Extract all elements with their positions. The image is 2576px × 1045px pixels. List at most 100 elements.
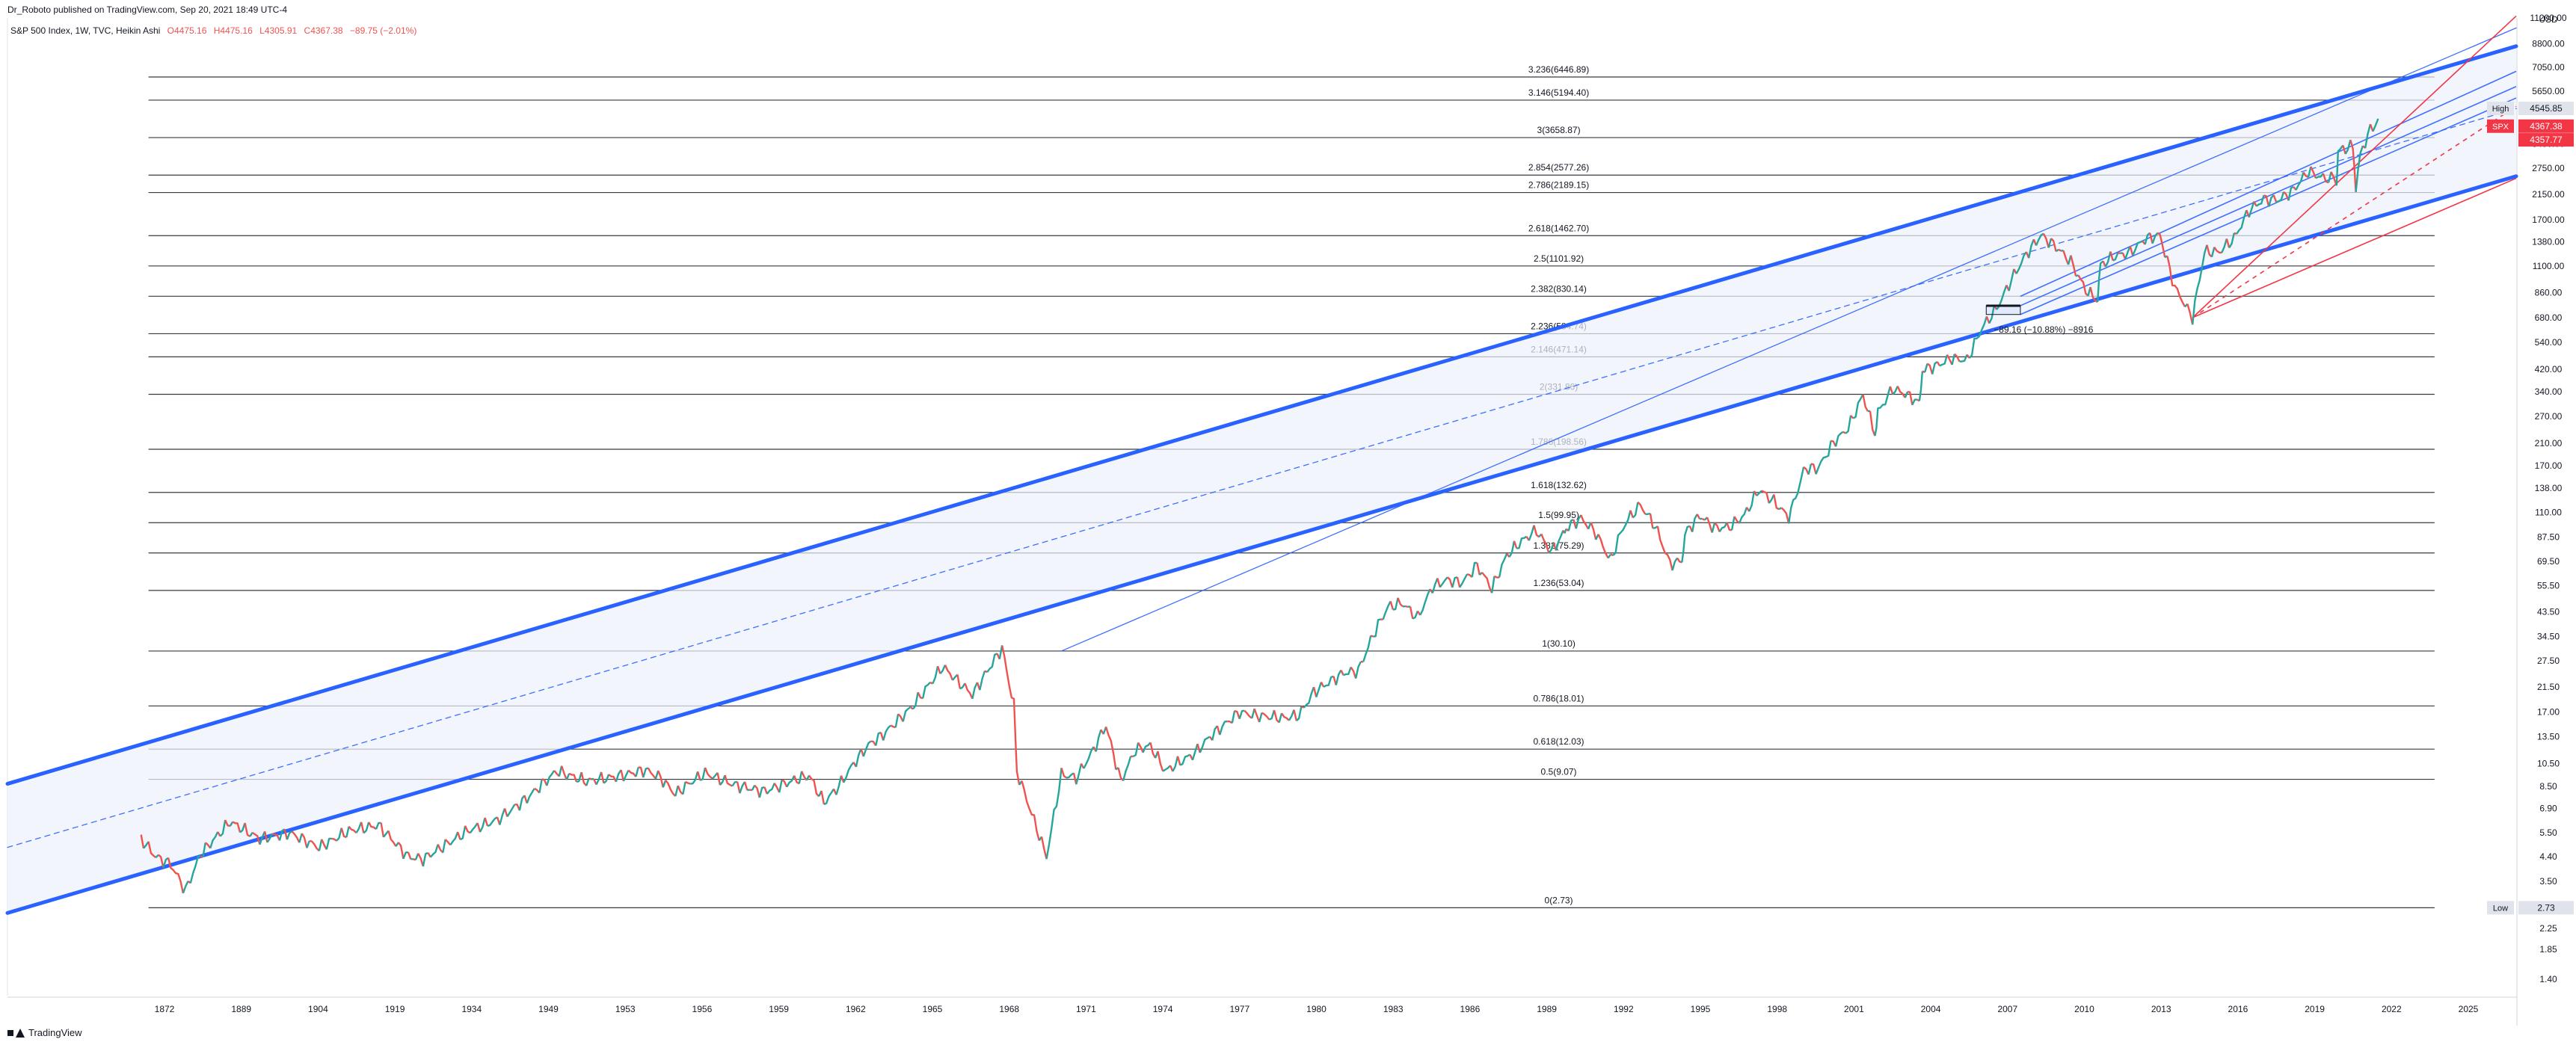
price-line-segment xyxy=(368,821,377,830)
price-line-segment xyxy=(1904,391,1909,398)
price-line-segment xyxy=(202,842,206,858)
price-line-segment xyxy=(2129,245,2134,256)
price-line-segment xyxy=(306,840,310,848)
price-line-segment xyxy=(801,771,808,781)
price-badge[interactable]: SPX 4367.38 xyxy=(2487,119,2574,133)
price-line-segment xyxy=(1748,490,1756,512)
price-tick-label: 13.50 xyxy=(2537,732,2560,742)
symbol-title[interactable]: S&P 500 Index, 1W, TVC, Heikin Ashi xyxy=(10,25,161,36)
price-line-segment xyxy=(340,827,347,839)
price-line-segment xyxy=(318,839,323,851)
price-line-segment xyxy=(444,839,452,846)
price-line-segment xyxy=(1471,561,1478,578)
red-channel-line xyxy=(2192,105,2517,318)
price-line-segment xyxy=(820,790,826,805)
price-line-segment xyxy=(251,831,261,845)
inner-channel-line xyxy=(2020,70,2517,298)
channel-line-lower xyxy=(5,174,2518,915)
price-line-segment xyxy=(1939,354,1949,367)
price-line-segment xyxy=(835,775,843,795)
time-tick-label: 1889 xyxy=(231,1004,251,1014)
price-line-segment xyxy=(685,780,691,785)
price-line-segment xyxy=(271,833,281,841)
price-line-segment xyxy=(704,767,713,780)
price-badge[interactable]: Low 2.73 xyxy=(2487,901,2574,915)
channel-line-outer xyxy=(1060,27,2517,652)
price-axis[interactable]: 11200.008800.007050.005650.003450.002750… xyxy=(2487,13,2574,984)
price-line-segment xyxy=(855,748,862,768)
price-line-segment xyxy=(635,767,639,777)
price-line-segment xyxy=(1516,535,1528,549)
price-line-segment xyxy=(731,780,738,787)
price-line-segment xyxy=(140,834,145,849)
price-line-segment xyxy=(1021,780,1040,841)
time-axis[interactable]: 1872 1889 1904 1919 1934 1949 1953 1956 1959 1962… xyxy=(155,1004,2479,1014)
price-line-segment xyxy=(897,713,904,722)
price-line-segment xyxy=(484,817,489,827)
price-line-segment xyxy=(1231,710,1236,724)
price-line-segment xyxy=(600,771,605,783)
currency-label: USD xyxy=(2539,14,2558,25)
price-line-segment xyxy=(442,839,446,853)
price-line-segment xyxy=(1303,686,1315,709)
price-badge[interactable]: High 4545.85 xyxy=(2487,102,2574,116)
price-line-segment xyxy=(2070,255,2077,277)
price-line-segment xyxy=(1807,463,1813,475)
price-line-segment xyxy=(917,691,923,700)
fib-level-label: 2.618(1462.70) xyxy=(1528,223,1589,233)
price-line-segment xyxy=(620,769,625,782)
chart-marks: −89.16 (−10.88%) −8916 xyxy=(1985,304,2094,335)
price-line-segment xyxy=(375,821,381,830)
time-tick-label: 1971 xyxy=(1076,1004,1096,1014)
price-line-segment xyxy=(1540,534,1550,554)
price-line-segment xyxy=(263,831,268,843)
price-line-segment xyxy=(2344,139,2352,155)
time-tick-label: 2001 xyxy=(1844,1004,1864,1014)
price-line-segment xyxy=(932,665,939,685)
price-line-segment xyxy=(1696,514,1701,520)
price-line-segment xyxy=(518,795,526,811)
time-tick-label: 1977 xyxy=(1229,1004,1249,1014)
price-line-segment xyxy=(278,828,286,841)
measure-label: −89.16 (−10.88%) −8916 xyxy=(1994,324,2093,335)
change-value: −89.75 (−2.01%) xyxy=(349,25,417,36)
price-line-segment xyxy=(580,771,588,786)
price-line-segment xyxy=(1513,540,1518,549)
price-line-segment xyxy=(1691,514,1698,532)
price-line-segment xyxy=(437,844,444,854)
price-line-segment xyxy=(870,740,877,747)
price-tick-label: 3.50 xyxy=(2539,876,2557,887)
price-line-segment xyxy=(558,765,563,777)
price-badge[interactable]: 4357.77 xyxy=(2518,133,2574,147)
price-line-segment xyxy=(1946,354,1953,366)
brand-footer[interactable]: TradingView xyxy=(7,1027,82,1038)
fib-level-label: 0.618(12.03) xyxy=(1534,736,1584,747)
price-line-segment xyxy=(1234,709,1241,720)
price-tick-label: 7050.00 xyxy=(2532,62,2565,73)
price-line-segment xyxy=(2015,251,2027,274)
price-line-segment xyxy=(1405,605,1408,608)
time-tick-label: 1986 xyxy=(1460,1004,1481,1014)
price-line-segment xyxy=(1649,513,1654,528)
price-tick-label: 43.50 xyxy=(2537,606,2560,617)
price-tick-label: 8.50 xyxy=(2539,781,2557,792)
price-line-segment xyxy=(1850,415,1854,419)
price-line-segment xyxy=(674,785,679,797)
price-line-segment xyxy=(1706,517,1713,533)
price-tick-label: 2750.00 xyxy=(2532,163,2565,173)
time-tick-label: 2025 xyxy=(2459,1004,2479,1014)
price-tick-label: 340.00 xyxy=(2535,386,2563,397)
price-line-segment xyxy=(1117,767,1125,782)
price-line-segment xyxy=(283,828,289,840)
price-line-segment xyxy=(464,825,471,834)
price-line-segment xyxy=(615,769,622,783)
price-line-segment xyxy=(1132,742,1140,758)
price-line-segment xyxy=(1907,390,1913,406)
time-tick-label: 1989 xyxy=(1537,1004,1557,1014)
price-line-segment xyxy=(2335,144,2344,186)
price-line-segment xyxy=(1350,666,1357,679)
price-line-segment xyxy=(1176,756,1181,766)
price-line-segment xyxy=(1892,386,1899,395)
price-line-segment xyxy=(298,833,303,843)
